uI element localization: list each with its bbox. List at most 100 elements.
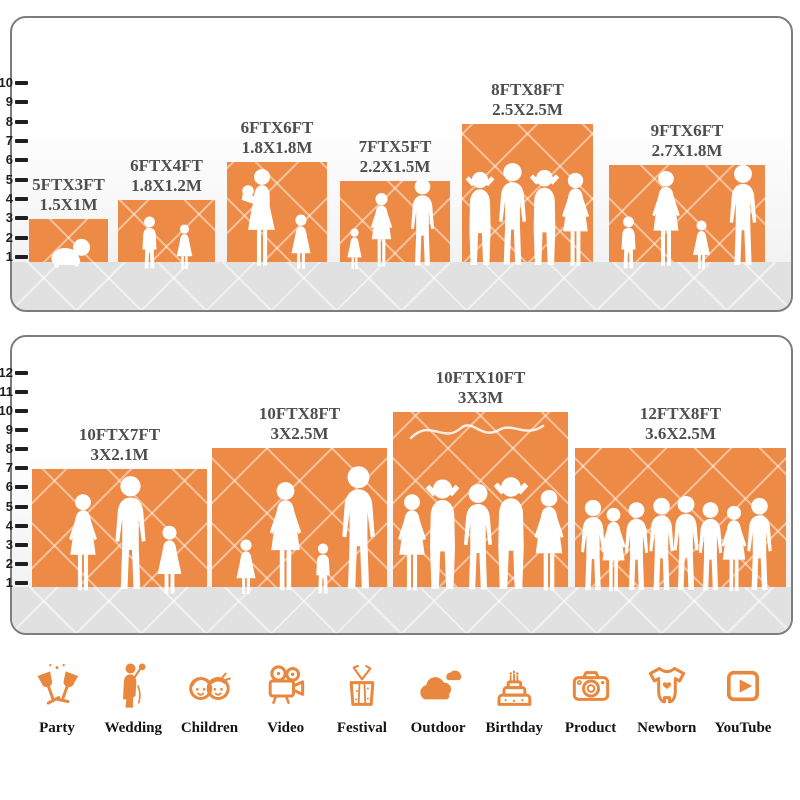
ruler-tick: 5 [0, 172, 28, 188]
ruler-tick: 8 [0, 114, 28, 130]
backdrop-10x7ft: 10FTX7FT 3X2.1M [32, 425, 207, 594]
two-children-silhouettes [142, 216, 193, 270]
ruler-number: 6 [5, 152, 13, 167]
backdrop-size-label: 9FTX6FT 2.7X1.8M [650, 120, 724, 161]
ruler-tick: 10 [0, 403, 28, 419]
ruler-dash [15, 178, 28, 182]
backdrop-size-label: 6FTX6FT 1.8X1.8M [240, 117, 314, 158]
category-product: Product [556, 658, 626, 737]
backdrop-size-label: 10FTX10FT 3X3M [435, 367, 526, 408]
ruler-number: 7 [5, 133, 13, 148]
ruler-tick: 8 [0, 441, 28, 457]
ruler-number: 1 [5, 575, 13, 590]
backdrop-size-label: 7FTX5FT 2.2X1.5M [358, 136, 432, 177]
play-button-icon [726, 670, 759, 702]
baby-onesie-icon [648, 667, 685, 704]
ruler-number: 8 [5, 441, 13, 456]
category-outdoor: Outdoor [403, 658, 473, 737]
backdrop-9x6ft: 9FTX6FT 2.7X1.8M [609, 121, 765, 269]
backdrop-6x4ft: 6FTX4FT 1.8X1.2M [118, 156, 215, 270]
ruler-tick: 7 [0, 133, 28, 149]
category-label: Newborn [637, 720, 697, 736]
ruler-number: 4 [5, 191, 13, 206]
ruler-number: 1 [5, 249, 13, 264]
ruler-dash [15, 81, 28, 85]
birthday-cake-icon [497, 670, 532, 706]
category-festival: Festival [327, 658, 397, 737]
family-of-three-silhouettes [347, 178, 434, 270]
ruler-dash [15, 216, 28, 220]
party-glasses-icon [37, 664, 79, 705]
category-party: Party [22, 658, 92, 737]
backdrop-size-label: 8FTX8FT 2.5X2.5M [491, 79, 564, 120]
category-video: Video [251, 658, 321, 737]
ruler-number: 9 [5, 422, 13, 437]
ruler-number: 10 [0, 403, 13, 418]
ruler-dash [15, 236, 28, 240]
category-row: Party Wedding Children [22, 658, 778, 737]
four-adults-silhouettes [465, 163, 589, 266]
category-label: Children [180, 720, 239, 736]
category-label: Party [39, 720, 75, 736]
category-label: Birthday [485, 720, 544, 736]
ruler-number: 8 [5, 114, 13, 129]
ruler-number: 5 [5, 172, 13, 187]
ruler-number: 9 [5, 94, 13, 109]
ruler-number: 2 [5, 556, 13, 571]
video-camera-icon [268, 665, 304, 704]
children-faces-icon [189, 672, 232, 700]
ruler-number: 4 [5, 518, 13, 533]
ruler-dash [15, 543, 28, 547]
ruler-number: 10 [0, 75, 13, 90]
ruler-tick: 6 [0, 152, 28, 168]
photo-camera-icon [572, 671, 609, 701]
backdrop-10x10ft: 10FTX10FT 3X3M [393, 368, 568, 591]
five-adults-silhouettes [398, 477, 564, 591]
category-label: YouTube [714, 720, 772, 736]
category-newborn: Newborn [632, 658, 702, 737]
family-of-four-silhouettes [236, 466, 375, 594]
ruler-dash [15, 409, 28, 413]
panel1-floor [12, 262, 791, 310]
category-youtube: YouTube [708, 658, 778, 737]
ruler-dash [15, 505, 28, 509]
ruler-dash [15, 100, 28, 104]
category-birthday: Birthday [479, 658, 549, 737]
wedding-couple-icon [123, 663, 146, 708]
watermark-scribble [409, 424, 545, 440]
clouds-icon [420, 670, 462, 700]
backdrop-size-label: 5FTX3FT 1.5X1M [32, 174, 105, 215]
ruler-dash [15, 255, 28, 259]
ruler-number: 7 [5, 460, 13, 475]
backdrop-12x8ft: 12FTX8FT 3.6X2.5M [575, 404, 786, 592]
ruler-tick: 1 [0, 249, 28, 265]
ruler-tick: 1 [0, 575, 28, 591]
ruler-dash [15, 371, 28, 375]
ruler-dash [15, 581, 28, 585]
category-children: Children [174, 658, 244, 737]
ruler-tick: 6 [0, 479, 28, 495]
ruler-tick: 2 [0, 556, 28, 572]
ruler-tick: 9 [0, 94, 28, 110]
ruler-tick: 2 [0, 230, 28, 246]
ruler-tick: 4 [0, 191, 28, 207]
ruler-number: 2 [5, 230, 13, 245]
ruler-tick: 10 [0, 75, 28, 91]
backdrop-7x5ft: 7FTX5FT 2.2X1.5M [340, 137, 450, 270]
ruler-tick: 3 [0, 537, 28, 553]
ruler-tick: 12 [0, 365, 28, 381]
ruler-number: 5 [5, 499, 13, 514]
backdrop-5x3ft: 5FTX3FT 1.5X1M [29, 175, 108, 268]
ruler-tick: 3 [0, 210, 28, 226]
ruler-number: 12 [0, 365, 13, 380]
ruler-number: 3 [5, 210, 13, 225]
category-label: Outdoor [410, 720, 466, 736]
backdrop-6x6ft: 6FTX6FT 1.8X1.8M [227, 118, 327, 269]
gift-box-icon [349, 664, 375, 706]
category-label: Product [564, 720, 617, 736]
ruler-tick: 7 [0, 460, 28, 476]
category-label: Wedding [104, 720, 162, 736]
backdrop-10x8ft: 10FTX8FT 3X2.5M [212, 404, 387, 594]
panel2-floor [12, 587, 791, 633]
category-label: Video [267, 720, 305, 736]
